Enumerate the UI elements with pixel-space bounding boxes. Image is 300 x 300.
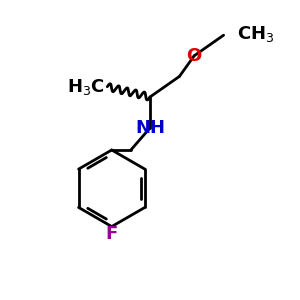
Text: H$_3$C: H$_3$C: [67, 77, 104, 97]
Text: NH: NH: [135, 119, 165, 137]
Text: CH$_3$: CH$_3$: [237, 24, 274, 44]
Text: O: O: [187, 47, 202, 65]
Text: F: F: [106, 225, 118, 243]
